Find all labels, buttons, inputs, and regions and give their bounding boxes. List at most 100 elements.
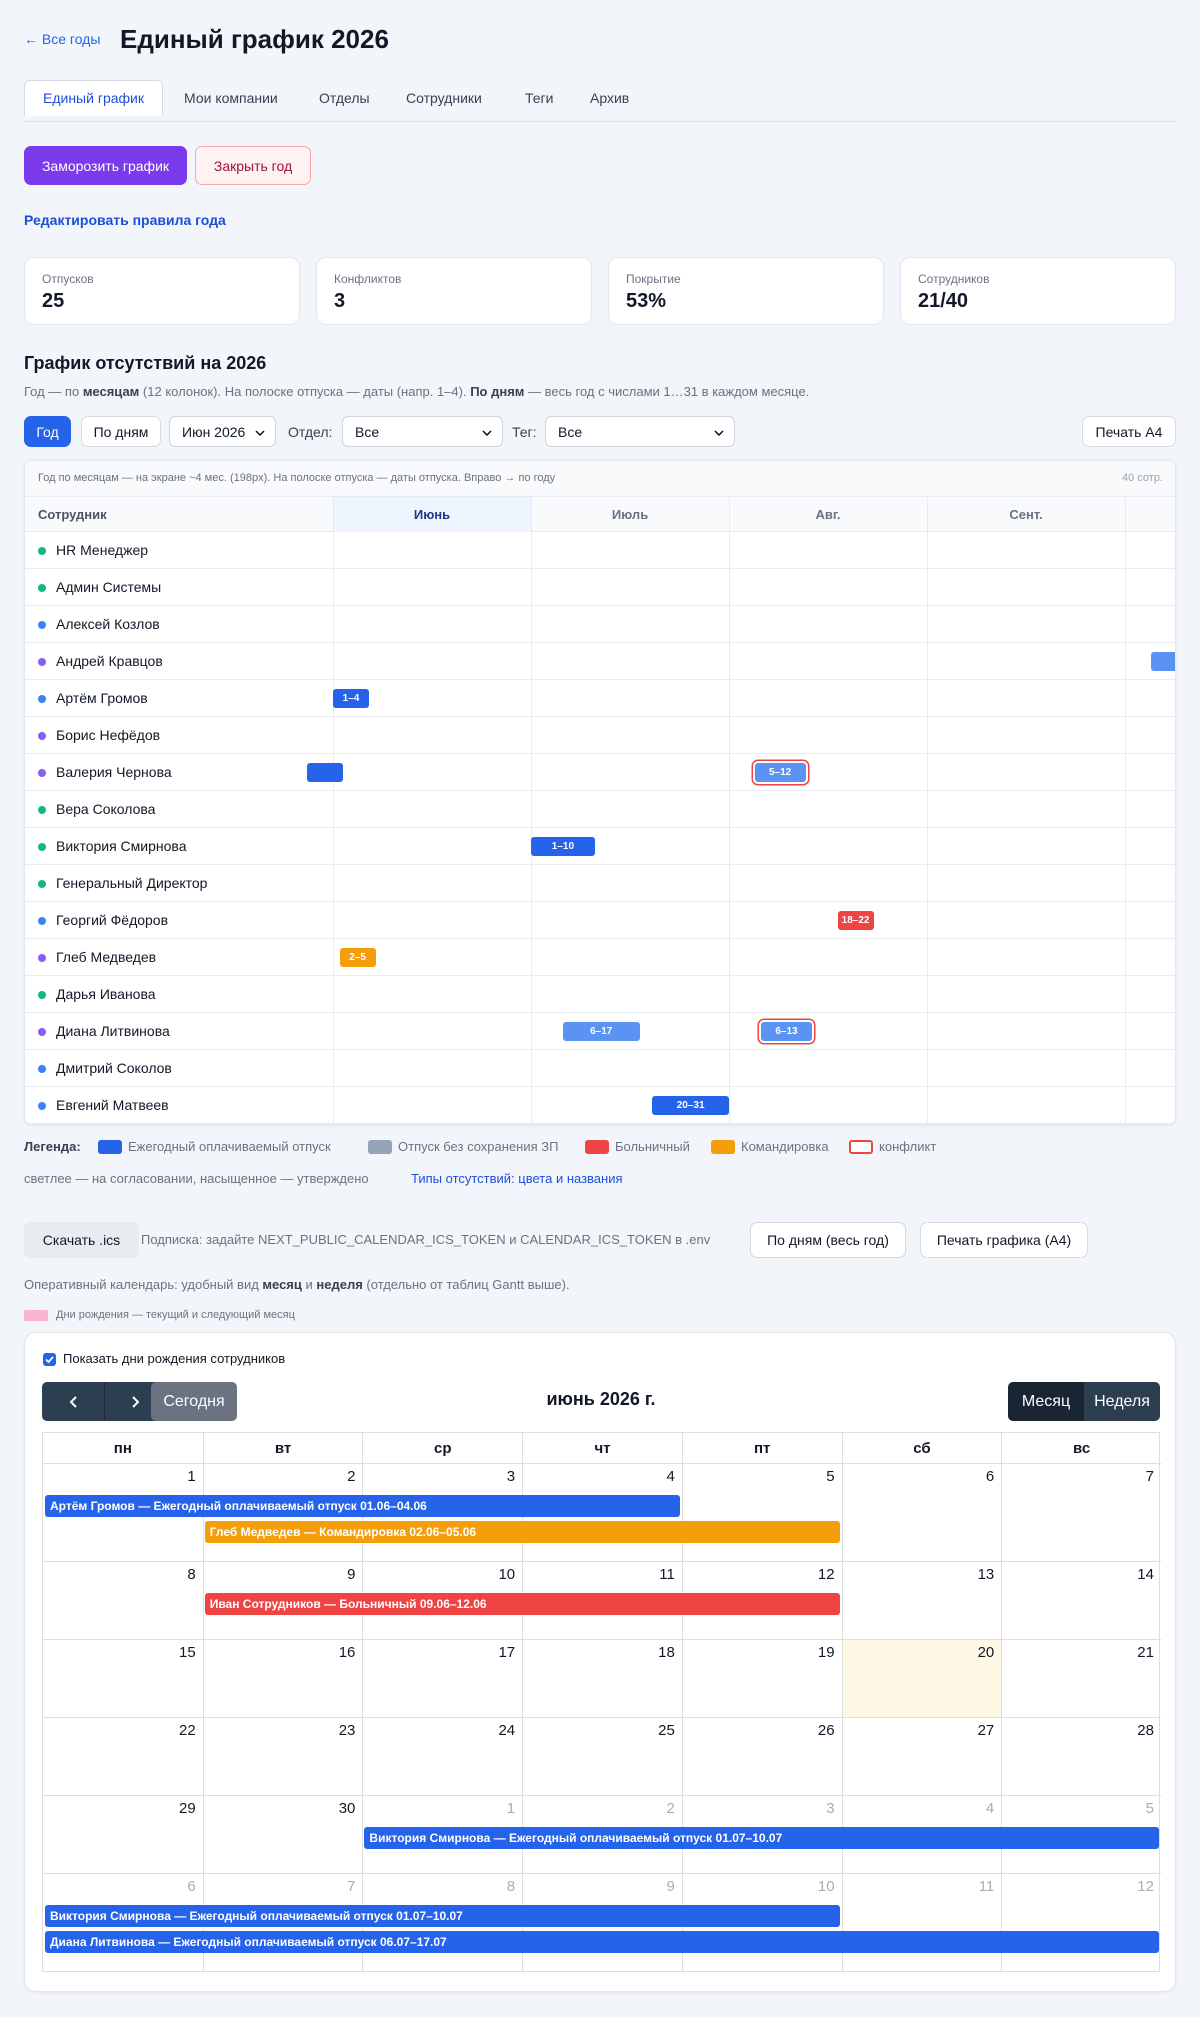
day-number[interactable]: 5	[1145, 1800, 1154, 1817]
day-number[interactable]: 30	[338, 1800, 356, 1817]
edit-rules-link[interactable]: Редактировать правила года	[24, 212, 226, 228]
day-number[interactable]: 7	[1145, 1468, 1154, 1485]
absence-bar[interactable]	[307, 763, 344, 782]
status-dot	[38, 1102, 46, 1110]
tab[interactable]: Мои компании	[184, 90, 278, 106]
absence-bar[interactable]: 5–12	[754, 763, 806, 782]
description-part: По дням	[470, 384, 525, 399]
tab[interactable]: Сотрудники	[406, 90, 482, 106]
day-number[interactable]: 24	[498, 1722, 516, 1739]
day-cell: 23	[202, 1717, 363, 1795]
absence-bar[interactable]: 20–31	[652, 1096, 729, 1115]
day-number[interactable]: 14	[1137, 1566, 1154, 1583]
day-number[interactable]: 3	[506, 1468, 516, 1485]
status-dot	[38, 917, 46, 925]
next-button[interactable]	[104, 1382, 166, 1421]
day-number[interactable]: 27	[977, 1722, 995, 1739]
tab[interactable]: Теги	[525, 90, 554, 106]
day-number[interactable]: 21	[1137, 1644, 1154, 1661]
view-button[interactable]: Месяц	[1008, 1382, 1084, 1421]
note-part: неделя	[316, 1277, 363, 1292]
day-number[interactable]: 5	[826, 1468, 835, 1485]
weekday-header: сб	[841, 1433, 1002, 1463]
day-number[interactable]: 28	[1137, 1722, 1154, 1739]
tab[interactable]: Архив	[590, 90, 630, 106]
absence-bar[interactable]: 6–17	[562, 1022, 640, 1041]
today-button[interactable]: Сегодня	[151, 1382, 237, 1421]
day-number[interactable]: 6	[985, 1468, 995, 1485]
freeze-button[interactable]: Заморозить график	[24, 146, 187, 185]
day-number[interactable]: 4	[985, 1800, 995, 1817]
types-link[interactable]: Типы отсутствий: цвета и названия	[411, 1171, 623, 1186]
absence-bar[interactable]: 1–4	[333, 689, 369, 708]
calendar-event[interactable]: Артём Громов — Ежегодный оплачиваемый от…	[45, 1495, 680, 1517]
back-link[interactable]: ← Все годы	[24, 31, 101, 47]
tab[interactable]: Единый график	[24, 80, 163, 116]
day-number[interactable]: 26	[817, 1722, 835, 1739]
day-number[interactable]: 10	[498, 1566, 516, 1583]
description-part: (12 колонок). На полоске отпуска — даты …	[139, 384, 471, 399]
day-number[interactable]: 9	[666, 1878, 675, 1895]
select[interactable]: Июн 2026	[169, 416, 276, 447]
day-number[interactable]: 8	[187, 1566, 196, 1583]
day-number[interactable]: 13	[977, 1566, 995, 1583]
view-button[interactable]: Неделя	[1084, 1382, 1160, 1421]
legend-label: Ежегодный оплачиваемый отпуск	[128, 1139, 331, 1154]
day-number[interactable]: 12	[817, 1566, 835, 1583]
day-number[interactable]: 2	[347, 1468, 356, 1485]
prev-button[interactable]	[42, 1382, 104, 1421]
ics-button[interactable]: Скачать .ics	[24, 1222, 139, 1258]
tab[interactable]: Отделы	[319, 90, 370, 106]
day-number[interactable]: 9	[347, 1566, 356, 1583]
day-number[interactable]: 3	[826, 1800, 835, 1817]
day-cell: 13	[841, 1561, 1002, 1639]
birthday-checkbox[interactable]	[43, 1353, 56, 1366]
print-button[interactable]: Печать А4	[1082, 416, 1176, 447]
day-number[interactable]: 12	[1137, 1878, 1154, 1895]
day-number[interactable]: 4	[666, 1468, 675, 1485]
day-number[interactable]: 6	[187, 1878, 196, 1895]
absence-bar[interactable]: 18–22	[837, 911, 874, 930]
calendar-event[interactable]: Глеб Медведев — Командировка 02.06–05.06	[204, 1521, 840, 1543]
absence-bar[interactable]: 1–10	[531, 837, 595, 856]
close-year-button[interactable]: Закрыть год	[195, 146, 311, 185]
absence-bar[interactable]	[1150, 652, 1175, 671]
by-days-button[interactable]: По дням	[81, 416, 161, 447]
day-number[interactable]: 7	[347, 1878, 356, 1895]
calendar-event[interactable]: Виктория Смирнова — Ежегодный оплачиваем…	[364, 1827, 1159, 1849]
day-cell: 7	[1001, 1463, 1161, 1561]
day-number[interactable]: 16	[338, 1644, 356, 1661]
calendar-event[interactable]: Виктория Смирнова — Ежегодный оплачиваем…	[45, 1905, 840, 1927]
day-number[interactable]: 20	[977, 1644, 995, 1661]
day-number[interactable]: 11	[659, 1566, 675, 1583]
print-schedule-button[interactable]: Печать графика (A4)	[920, 1222, 1088, 1258]
select[interactable]: Все	[545, 416, 735, 447]
calendar-event[interactable]: Иван Сотрудников — Больничный 09.06–12.0…	[204, 1593, 840, 1615]
year-button[interactable]: Год	[24, 416, 71, 447]
day-number[interactable]: 8	[506, 1878, 516, 1895]
day-number[interactable]: 15	[179, 1644, 196, 1661]
day-number[interactable]: 2	[666, 1800, 675, 1817]
day-number[interactable]: 25	[658, 1722, 675, 1739]
select[interactable]: Все	[342, 416, 503, 447]
day-cell: 27	[841, 1717, 1002, 1795]
day-number[interactable]: 23	[338, 1722, 356, 1739]
day-number[interactable]: 1	[187, 1468, 196, 1485]
gantt-month-header: Сент.	[1009, 507, 1043, 522]
day-number[interactable]: 29	[179, 1800, 196, 1817]
absence-bar[interactable]: 6–13	[760, 1022, 813, 1041]
day-cell: 6	[43, 1873, 203, 1971]
calendar-event[interactable]: Диана Литвинова — Ежегодный оплачиваемый…	[45, 1931, 1159, 1953]
absence-bar[interactable]: 2–5	[339, 948, 376, 967]
by-days-year-button[interactable]: По дням (весь год)	[750, 1222, 906, 1258]
description-part: месяцам	[82, 384, 140, 399]
day-number[interactable]: 1	[506, 1800, 516, 1817]
day-number[interactable]: 10	[817, 1878, 835, 1895]
day-number[interactable]: 18	[658, 1644, 675, 1661]
day-number[interactable]: 22	[179, 1722, 196, 1739]
gantt-info-bar	[25, 461, 1175, 497]
day-number[interactable]: 17	[498, 1644, 516, 1661]
day-number[interactable]: 19	[817, 1644, 835, 1661]
day-number[interactable]: 11	[978, 1878, 995, 1895]
gantt-row-line	[25, 1086, 1175, 1087]
